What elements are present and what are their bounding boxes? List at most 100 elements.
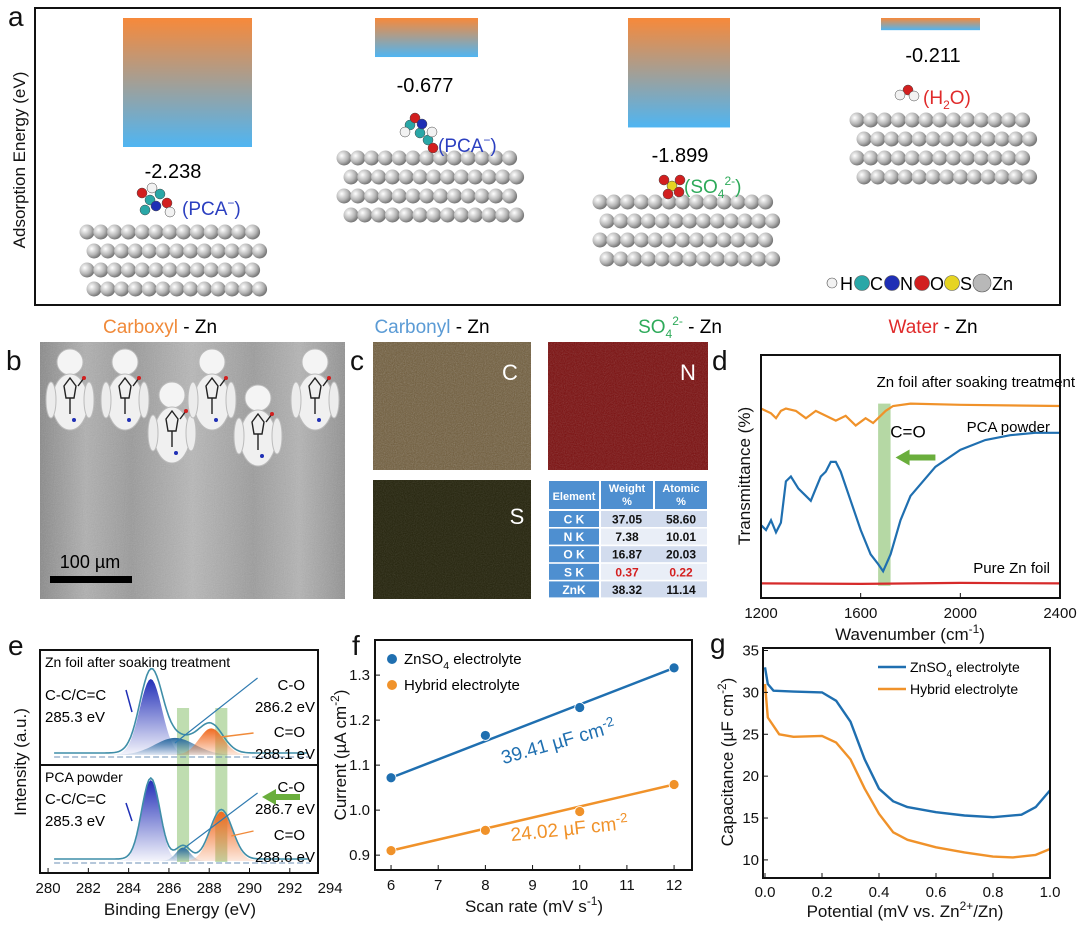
plot-frame xyxy=(762,647,1051,879)
zn-atom xyxy=(481,169,497,185)
zn-atom xyxy=(245,224,261,240)
c-o-pointer xyxy=(182,792,258,850)
c-o-double-pointer xyxy=(221,732,254,738)
x-tick-label: 284 xyxy=(116,880,141,897)
x-tick-label: 9 xyxy=(528,877,536,894)
molecule-atom xyxy=(414,127,426,139)
zn-atom xyxy=(100,281,116,297)
panel-label-a: a xyxy=(8,1,24,32)
zn-atom xyxy=(224,281,240,297)
cartoon-head xyxy=(198,348,226,376)
header-text: Element xyxy=(553,491,596,503)
zn-atom xyxy=(446,188,462,204)
panel-label-e: e xyxy=(8,630,24,661)
row-cell-bg xyxy=(601,563,707,580)
oxygen-mark xyxy=(82,376,86,380)
y-tick-label: 1.2 xyxy=(349,712,370,729)
zn-atom xyxy=(1015,150,1031,166)
zn-atom xyxy=(668,213,684,229)
fit-line-1 xyxy=(390,783,675,852)
energy-bar xyxy=(123,18,252,147)
plot-frame xyxy=(760,354,1061,599)
zn-atom xyxy=(613,251,629,267)
zn-atom xyxy=(440,207,456,223)
zn-atom xyxy=(737,213,753,229)
zn-atom xyxy=(911,169,927,185)
zn-atom xyxy=(966,169,982,185)
cartoon-arm xyxy=(100,381,112,419)
zn-atom xyxy=(426,207,442,223)
zn-atom xyxy=(904,150,920,166)
element-cell: N K xyxy=(564,530,585,544)
shift-arrow-head xyxy=(895,449,910,466)
table-row: O K 16.87 20.03 xyxy=(549,546,707,563)
cartoon-figure xyxy=(187,348,237,431)
molecule-atom xyxy=(146,182,158,194)
zn-atom xyxy=(196,281,212,297)
molecule-atom xyxy=(894,89,906,101)
zn-atom xyxy=(939,131,955,147)
molecule-atom xyxy=(426,126,438,138)
zn-atom xyxy=(994,169,1010,185)
x-tick-label: 288 xyxy=(197,880,222,897)
zn-atom xyxy=(336,150,352,166)
c-o-highlight-band xyxy=(878,403,891,586)
zn-atom xyxy=(467,169,483,185)
zn-atom xyxy=(148,262,164,278)
y-tick-label: 0.9 xyxy=(349,847,370,864)
zn-atom xyxy=(252,281,268,297)
zn-atom xyxy=(592,194,608,210)
zn-atom xyxy=(870,131,886,147)
x-tick-label: 0.4 xyxy=(869,884,890,901)
zn-atom xyxy=(751,251,767,267)
svg-text:N: N xyxy=(680,360,696,385)
peak-fit-C-O xyxy=(54,847,308,861)
data-point xyxy=(385,772,397,784)
zn-atom xyxy=(134,224,150,240)
panel-label-f: f xyxy=(352,630,360,661)
peak-value: 286.2 eV xyxy=(255,699,315,716)
zn-atom xyxy=(702,194,718,210)
weight-cell: 16.87 xyxy=(612,548,642,562)
zn-atom xyxy=(134,262,150,278)
zn-atom xyxy=(398,169,414,185)
zn-atom xyxy=(863,150,879,166)
peak-value: 288.6 eV xyxy=(255,849,315,866)
cartoon-figure xyxy=(147,381,197,464)
nitrogen-mark xyxy=(317,418,321,422)
header-text: Atomic xyxy=(662,483,699,495)
zn-atom xyxy=(405,188,421,204)
zn-atom xyxy=(870,169,886,185)
zn-atom xyxy=(100,243,116,259)
x-tick-label: 294 xyxy=(318,880,343,897)
zn-atom xyxy=(744,232,760,248)
x-tick-label: 11 xyxy=(619,877,635,894)
cartoon-arm xyxy=(187,381,199,419)
energy-bar xyxy=(375,18,478,58)
zn-atom xyxy=(364,150,380,166)
zn-atom xyxy=(371,207,387,223)
row-header-cell xyxy=(549,511,599,527)
series-line-0 xyxy=(760,402,1061,427)
energy-label-sulfate: -1.899 xyxy=(652,145,709,167)
zn-atom xyxy=(856,169,872,185)
zn-atom xyxy=(93,262,109,278)
x-tick-label: 286 xyxy=(156,880,181,897)
table-row: S K 0.37 0.22 xyxy=(549,563,707,580)
legend-label: ZnSO4 electrolyte xyxy=(404,651,522,672)
zn-atom xyxy=(709,213,725,229)
zn-atom xyxy=(224,243,240,259)
zn-atom xyxy=(730,194,746,210)
molecule-atom xyxy=(399,126,411,138)
molecule-atom xyxy=(154,188,166,200)
zn-atom xyxy=(620,194,636,210)
adsorbate-label-carboxyl: (PCA−) xyxy=(182,196,241,220)
zn-atom xyxy=(966,131,982,147)
oxygen-mark xyxy=(270,412,274,416)
header-text: % xyxy=(622,496,632,508)
zn-atom xyxy=(627,213,643,229)
energy-label-carboxyl: -2.238 xyxy=(145,161,202,183)
atomic-cell: 11.14 xyxy=(666,583,696,597)
zn-atom xyxy=(210,281,226,297)
zn-atom xyxy=(925,131,941,147)
